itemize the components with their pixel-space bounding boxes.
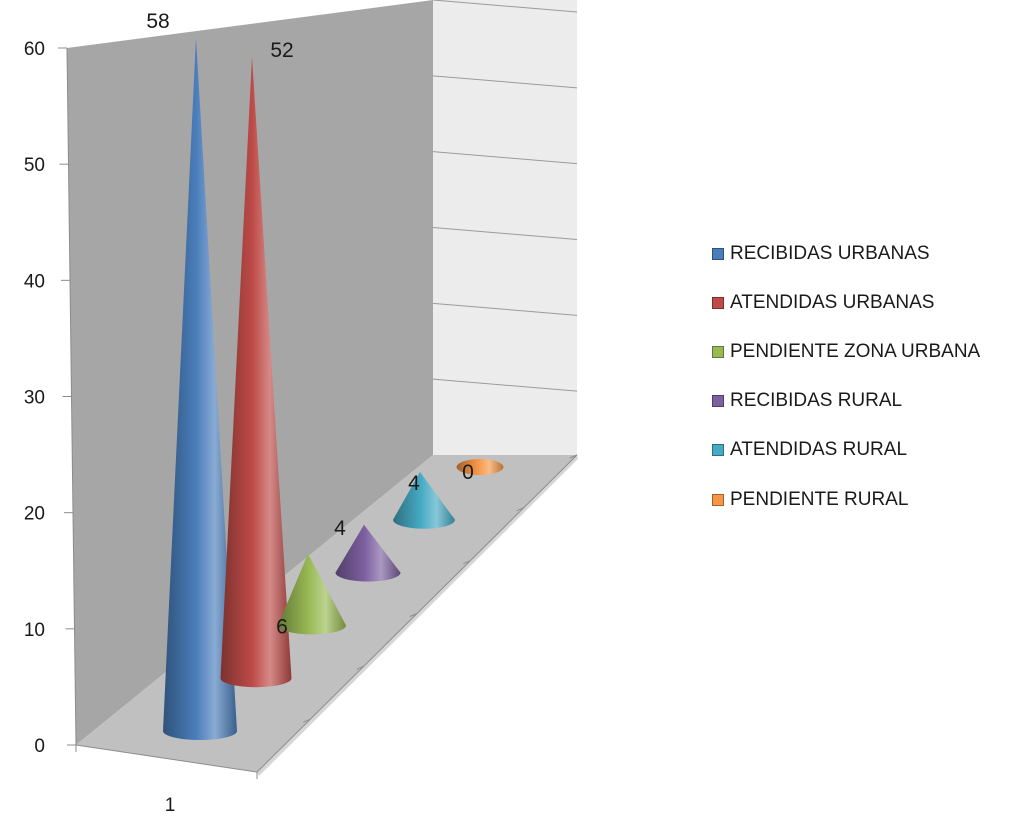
gridline [432, 378, 578, 392]
depth-tick [516, 507, 524, 512]
cone-recibidas-rural [335, 524, 401, 582]
cone-pendiente-zona-urbana [278, 553, 346, 635]
depth-tick [463, 560, 471, 565]
y-tick-label: 60 [24, 39, 45, 60]
legend-swatch [712, 296, 724, 309]
legend-label: RECIBIDAS URBANAS [730, 242, 930, 264]
y-tick-label: 10 [24, 620, 45, 641]
gridline [432, 151, 578, 165]
legend-item: ATENDIDAS URBANAS [712, 278, 980, 327]
y-tick-label: 40 [24, 271, 45, 292]
legend-swatch [712, 345, 724, 358]
data-label: 6 [276, 616, 288, 639]
legend-item: RECIBIDAS RURAL [712, 377, 980, 426]
legend-item: ATENDIDAS RURAL [712, 426, 980, 475]
x-tick-label: 1 [165, 795, 176, 816]
legend-swatch [712, 247, 724, 260]
floor-left-edge [75, 744, 258, 773]
legend-label: ATENDIDAS URBANAS [730, 291, 935, 313]
legend-swatch [712, 444, 724, 457]
gridline [432, 75, 578, 89]
depth-tick [356, 665, 364, 670]
legend-item: PENDIENTE ZONA URBANA [712, 327, 980, 376]
legend-label: PENDIENTE ZONA URBANA [730, 340, 981, 362]
data-label: 0 [462, 461, 474, 484]
y-tick-label: 0 [34, 736, 45, 757]
gridline [432, 227, 578, 240]
y-tick-label: 30 [24, 388, 45, 409]
depth-tick [409, 613, 418, 617]
legend-item: PENDIENTE RURAL [712, 475, 980, 524]
cone-pendiente-rural [456, 459, 504, 475]
gridline [432, 302, 578, 316]
depth-tick [303, 718, 311, 723]
data-label: 58 [146, 10, 169, 33]
y-tick-label: 20 [24, 504, 45, 525]
legend-swatch [712, 493, 724, 506]
legend: RECIBIDAS URBANAS ATENDIDAS URBANAS PENDIE… [712, 229, 980, 524]
data-label: 4 [334, 517, 346, 540]
cone-recibidas-urbanas [163, 37, 237, 740]
depth-tick [569, 454, 578, 459]
legend-swatch [712, 395, 724, 408]
gridline [432, 0, 578, 13]
legend-label: ATENDIDAS RURAL [730, 439, 908, 461]
cone-atendidas-urbanas [220, 56, 292, 688]
data-label: 4 [408, 472, 420, 495]
data-label: 52 [270, 39, 293, 62]
y-tick-label: 50 [24, 155, 45, 176]
side-wall [433, 0, 577, 455]
floor-front-edge [257, 455, 578, 776]
cone-atendidas-rural [393, 472, 455, 529]
legend-item: RECIBIDAS URBANAS [712, 229, 980, 278]
legend-label: PENDIENTE RURAL [730, 488, 909, 510]
legend-label: RECIBIDAS RURAL [730, 390, 903, 412]
